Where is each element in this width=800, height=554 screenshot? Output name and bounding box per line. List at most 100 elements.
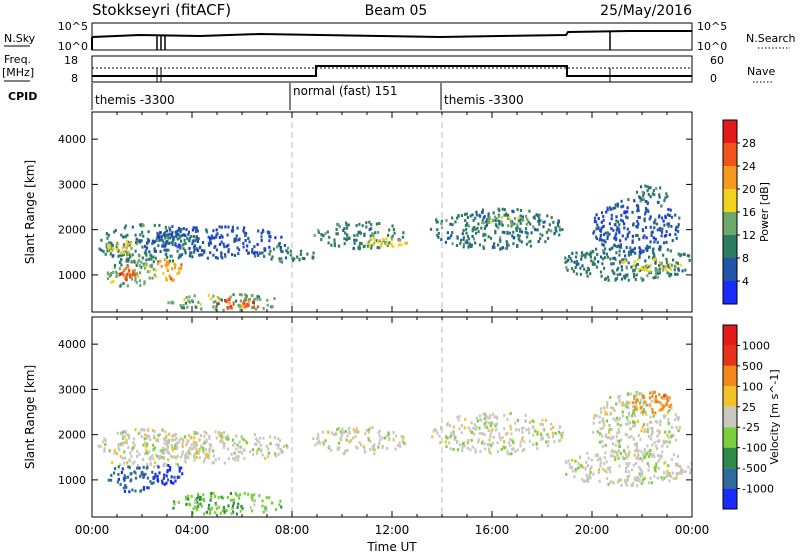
- echo-cell: [619, 423, 622, 427]
- echo-cell: [641, 404, 644, 408]
- echo-region: [313, 220, 405, 251]
- echo-cell: [436, 228, 439, 232]
- echo-cell: [500, 447, 503, 451]
- echo-cell: [279, 247, 282, 251]
- echo-cell: [626, 273, 629, 277]
- echo-cell: [215, 235, 218, 239]
- colorbar-tick-label: 25: [742, 401, 756, 414]
- echo-cell: [353, 238, 356, 242]
- echo-region: [167, 293, 276, 312]
- echo-cell: [317, 435, 320, 439]
- echo-cell: [661, 404, 664, 408]
- echo-cell: [625, 423, 628, 426]
- echo-cell: [578, 463, 581, 467]
- echo-cell: [452, 425, 456, 429]
- echo-cell: [502, 440, 506, 443]
- y-tick-label: 2000: [58, 429, 86, 442]
- colorbar-swatch: [723, 406, 737, 428]
- echo-cell: [614, 457, 617, 461]
- echo-cell: [498, 222, 501, 226]
- echo-cell: [664, 216, 667, 220]
- echo-cell: [626, 232, 629, 236]
- echo-cell: [483, 238, 486, 242]
- echo-cell: [649, 452, 652, 456]
- echo-cell: [247, 304, 250, 308]
- echo-cell: [598, 421, 601, 424]
- echo-cell: [179, 230, 182, 234]
- echo-cell: [402, 441, 405, 445]
- echo-cell: [185, 452, 188, 456]
- echo-cell: [124, 483, 127, 487]
- echo-cell: [112, 254, 115, 258]
- echo-cell: [209, 495, 213, 499]
- echo-cell: [505, 212, 508, 216]
- echo-cell: [615, 228, 618, 232]
- echo-cell: [157, 244, 160, 248]
- echo-cell: [642, 278, 645, 282]
- echo-cell: [667, 464, 670, 468]
- echo-cell: [190, 251, 193, 255]
- echo-cell: [405, 241, 408, 245]
- echo-cell: [335, 232, 338, 236]
- echo-cell: [648, 396, 652, 400]
- echo-cell: [140, 428, 143, 432]
- echo-cell: [142, 443, 145, 447]
- echo-cell: [679, 254, 682, 258]
- echo-cell: [373, 452, 376, 456]
- echo-cell: [146, 270, 149, 274]
- echo-cell: [231, 443, 235, 447]
- echo-cell: [677, 463, 680, 467]
- echo-cell: [567, 258, 570, 262]
- echo-cell: [450, 431, 453, 435]
- echo-cell: [220, 251, 223, 255]
- echo-cell: [619, 451, 622, 455]
- echo-cell: [283, 244, 286, 247]
- echo-cell: [261, 228, 265, 232]
- echo-cell: [333, 244, 336, 248]
- echo-cell: [176, 475, 179, 479]
- echo-cell: [463, 426, 466, 430]
- echo-cell: [547, 440, 550, 444]
- echo-cell: [181, 452, 184, 456]
- echo-cell: [130, 274, 133, 278]
- echo-cell: [654, 257, 657, 261]
- colorbar-swatch: [723, 468, 737, 489]
- echo-cell: [574, 469, 577, 473]
- echo-cell: [344, 231, 347, 235]
- echo-cell: [194, 498, 197, 502]
- echo-cell: [628, 230, 631, 234]
- echo-cell: [181, 253, 184, 256]
- echo-cell: [157, 433, 160, 437]
- echo-cell: [129, 451, 132, 455]
- echo-cell: [151, 470, 154, 474]
- echo-cell: [231, 504, 234, 508]
- echo-cell: [659, 454, 662, 458]
- echo-cell: [187, 230, 191, 234]
- echo-cell: [671, 239, 674, 243]
- echo-cell: [110, 280, 113, 284]
- echo-cell: [626, 216, 629, 220]
- echo-cell: [540, 432, 543, 436]
- echo-region: [144, 225, 286, 260]
- echo-cell: [647, 464, 651, 468]
- echo-cell: [625, 400, 628, 404]
- echo-cell: [388, 228, 391, 232]
- echo-cell: [225, 436, 228, 440]
- echo-cell: [387, 233, 390, 237]
- echo-cell: [653, 193, 656, 197]
- echo-cell: [592, 472, 595, 476]
- echo-cell: [633, 247, 636, 250]
- echo-cell: [643, 400, 646, 404]
- echo-cell: [139, 284, 142, 287]
- echo-cell: [468, 242, 471, 246]
- echo-cell: [613, 409, 616, 412]
- echo-cell: [560, 434, 563, 438]
- echo-cell: [171, 239, 174, 243]
- echo-cell: [156, 454, 159, 458]
- echo-cell: [654, 260, 657, 264]
- echo-cell: [170, 481, 173, 485]
- echo-cell: [196, 240, 199, 243]
- echo-cell: [565, 266, 568, 270]
- echo-cell: [618, 400, 621, 404]
- echo-cell: [146, 451, 149, 455]
